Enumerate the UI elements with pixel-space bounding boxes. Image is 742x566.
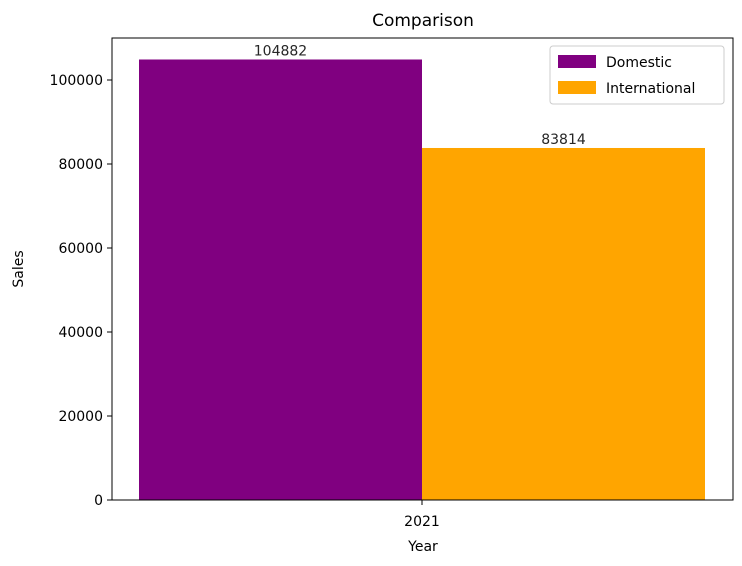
- y-tick-label: 100000: [50, 73, 103, 89]
- y-tick-label: 40000: [58, 325, 103, 341]
- data-label-domestic: 104882: [254, 43, 307, 59]
- legend: Domestic International: [549, 45, 725, 105]
- x-axis-label: Year: [407, 539, 438, 555]
- y-tick-label: 20000: [58, 409, 103, 425]
- x-axis: 2021: [404, 500, 440, 530]
- legend-swatch-international: [558, 81, 596, 94]
- legend-swatch-domestic: [558, 55, 596, 68]
- y-tick-label: 60000: [58, 241, 103, 257]
- bar-international: [422, 147, 705, 500]
- y-axis-label: Sales: [11, 250, 27, 287]
- data-label-international: 83814: [541, 132, 586, 148]
- y-tick-label: 80000: [58, 157, 103, 173]
- legend-entry-international: International: [606, 81, 695, 97]
- legend-entry-domestic: Domestic: [606, 55, 672, 71]
- x-tick-label: 2021: [404, 514, 440, 530]
- y-tick-label: 0: [94, 493, 103, 509]
- bar-domestic: [139, 59, 422, 500]
- plot-area: 104882 83814: [139, 43, 705, 500]
- y-axis: 0 20000 40000 60000 80000 100000: [50, 73, 112, 509]
- chart-title: Comparison: [372, 11, 474, 31]
